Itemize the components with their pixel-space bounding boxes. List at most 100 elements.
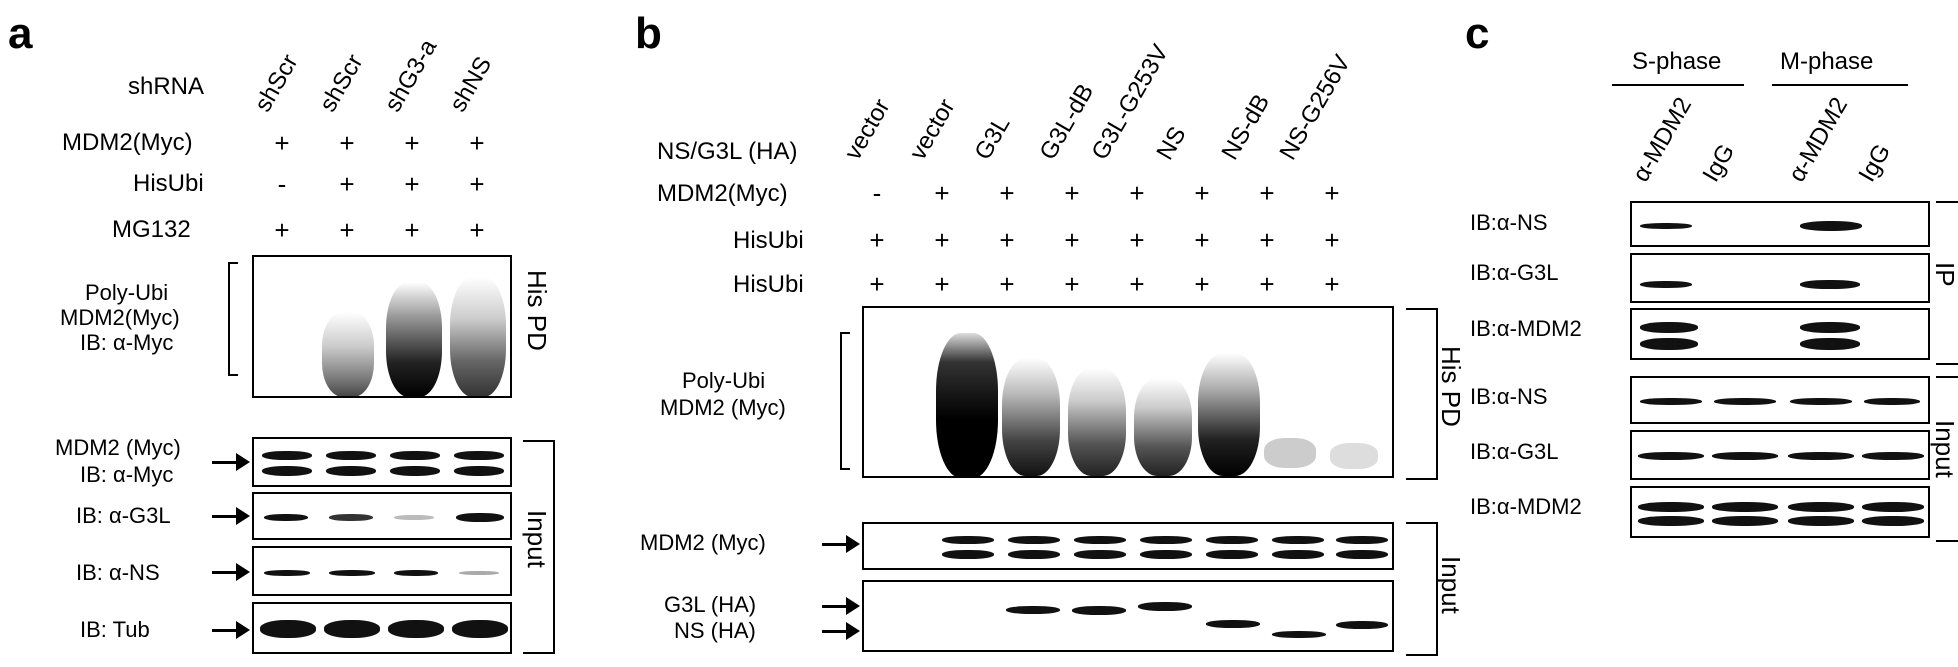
- row-label: MDM2(Myc): [62, 129, 193, 156]
- row-label: HisUbi: [133, 170, 204, 197]
- ip-blot-ns: [1630, 201, 1930, 247]
- sign: +: [869, 225, 885, 255]
- pd-label-line: MDM2 (Myc): [660, 395, 786, 420]
- input-blot-label: IB:α-MDM2: [1470, 494, 1582, 519]
- smear: [450, 277, 506, 396]
- lane-label: G3L: [969, 111, 1016, 165]
- lane-label: shScr: [249, 49, 304, 117]
- arrow-icon: [212, 507, 250, 525]
- ip-label: IB:α-NS: [1470, 210, 1548, 235]
- smear: [1264, 438, 1316, 468]
- sign: +: [339, 128, 355, 158]
- sign: +: [1064, 178, 1080, 208]
- input-blot-g3l: [1630, 430, 1930, 480]
- bracket-right: [1936, 376, 1958, 542]
- blot-label: MDM2 (Myc): [55, 435, 181, 460]
- row-label: MDM2(Myc): [657, 180, 788, 207]
- sign: +: [404, 215, 420, 245]
- lane-label: shG3-a: [379, 34, 443, 117]
- blot-g3l: [252, 492, 512, 540]
- row-label: shRNA: [128, 73, 205, 100]
- ip-label: IB:α-MDM2: [1470, 316, 1582, 341]
- panel-c: c S-phase M-phase α-MDM2 IgG α-MDM2 IgG …: [1440, 0, 1958, 667]
- arrow-icon: [822, 597, 860, 615]
- sign: +: [274, 128, 290, 158]
- input-blot-label: IB:α-G3L: [1470, 439, 1559, 464]
- sign: +: [1064, 269, 1080, 299]
- ip-blot-mdm2: [1630, 308, 1930, 360]
- pd-label-line: MDM2(Myc): [60, 305, 180, 330]
- panel-b: b vector vector G3L G3L-dB G3L-G253V NS …: [600, 0, 1466, 667]
- sign: +: [1129, 269, 1145, 299]
- sign: +: [1129, 178, 1145, 208]
- lane-label: IgG: [1697, 139, 1741, 187]
- blot-ns: [252, 546, 512, 596]
- arrow-icon: [212, 563, 250, 581]
- sign: +: [1129, 225, 1145, 255]
- sign: +: [1259, 178, 1275, 208]
- sign: +: [869, 269, 885, 299]
- row-label: NS/G3L (HA): [657, 138, 798, 165]
- his-pd-blot: [252, 255, 512, 398]
- lane-label: NS-G256V: [1274, 50, 1356, 165]
- input-blot-ns: [1630, 376, 1930, 424]
- input-blot-mdm2: [1630, 486, 1930, 538]
- sign: +: [1064, 225, 1080, 255]
- pd-label-line: IB: α-Myc: [80, 330, 174, 355]
- panel-a: a shScr shScr shG3-a shNS shRNA MDM2(Myc…: [0, 0, 560, 667]
- input-blot-label: IB:α-NS: [1470, 384, 1548, 409]
- row-label: HisUbi: [733, 227, 804, 254]
- sign: +: [469, 128, 485, 158]
- panel-a-letter: a: [8, 9, 33, 58]
- sign: +: [934, 269, 950, 299]
- bracket-right: [523, 440, 555, 654]
- phase-line: [1612, 84, 1744, 86]
- sign: +: [999, 225, 1015, 255]
- arrow-icon: [822, 535, 860, 553]
- sign: +: [1194, 269, 1210, 299]
- ip-blot-g3l: [1630, 253, 1930, 303]
- his-pd-label: His PD: [522, 270, 552, 351]
- row-label: MG132: [112, 216, 191, 243]
- sign: +: [469, 215, 485, 245]
- his-pd-blot: [862, 306, 1394, 478]
- smear: [936, 333, 998, 476]
- sign: +: [934, 225, 950, 255]
- sign: +: [1194, 225, 1210, 255]
- smear: [322, 312, 374, 396]
- bracket-right: [1406, 308, 1438, 480]
- sign: +: [339, 215, 355, 245]
- blot-label: IB: α-Myc: [80, 462, 174, 487]
- bracket-left: [228, 262, 238, 376]
- arrow-icon: [212, 621, 250, 639]
- sign: +: [274, 215, 290, 245]
- sign: +: [1324, 225, 1340, 255]
- sign: +: [1259, 269, 1275, 299]
- blot-label: IB: Tub: [80, 617, 150, 642]
- phase-label: S-phase: [1632, 48, 1722, 75]
- blot-label: MDM2 (Myc): [640, 530, 766, 555]
- blot-label: IB: α-G3L: [76, 503, 171, 528]
- lane-label: α-MDM2: [1627, 92, 1698, 187]
- smear: [1068, 368, 1126, 476]
- lane-label: vector: [904, 94, 961, 165]
- blot-label: G3L (HA): [664, 592, 757, 617]
- lane-label: NS: [1151, 122, 1192, 165]
- sign: +: [469, 169, 485, 199]
- pd-label-line: Poly-Ubi: [85, 280, 169, 305]
- bracket-left: [840, 332, 850, 470]
- arrow-icon: [212, 453, 250, 471]
- ip-label: IB:α-G3L: [1470, 260, 1559, 285]
- pd-label-line: Poly-Ubi: [682, 368, 766, 393]
- smear: [1198, 353, 1260, 476]
- blot-label: NS (HA): [674, 618, 756, 643]
- lane-label: shNS: [444, 52, 498, 117]
- lane-label: shScr: [314, 49, 369, 117]
- sign: +: [934, 178, 950, 208]
- smear: [1134, 378, 1192, 476]
- lane-label: α-MDM2: [1783, 92, 1854, 187]
- smear: [1330, 443, 1378, 469]
- blot-tub: [252, 602, 512, 654]
- sign: +: [999, 269, 1015, 299]
- sign: +: [1259, 225, 1275, 255]
